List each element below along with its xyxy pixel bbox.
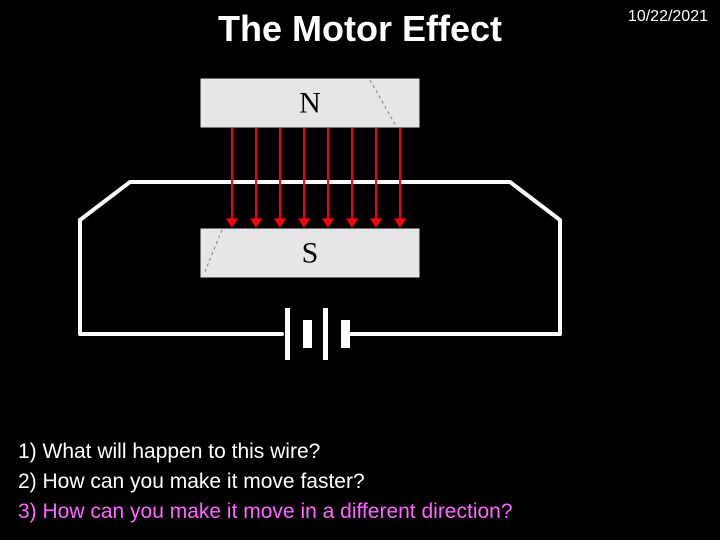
question-1: 1) What will happen to this wire? [18,440,702,464]
south-magnet: S [200,228,420,278]
question-list: 1) What will happen to this wire? 2) How … [18,434,702,530]
svg-text:N: N [299,87,321,120]
title-text: The Motor Effect [218,8,502,49]
svg-text:S: S [302,237,319,270]
field-line-arrows [226,128,406,228]
north-magnet: N [200,78,420,128]
date-stamp: 10/22/2021 [628,8,708,26]
page-title: The Motor Effect [0,8,720,50]
date-text: 10/22/2021 [628,8,708,25]
motor-effect-diagram: N S [0,60,720,420]
battery-symbol [285,308,350,360]
question-3: 3) How can you make it move in a differe… [18,500,702,524]
question-2: 2) How can you make it move faster? [18,470,702,494]
